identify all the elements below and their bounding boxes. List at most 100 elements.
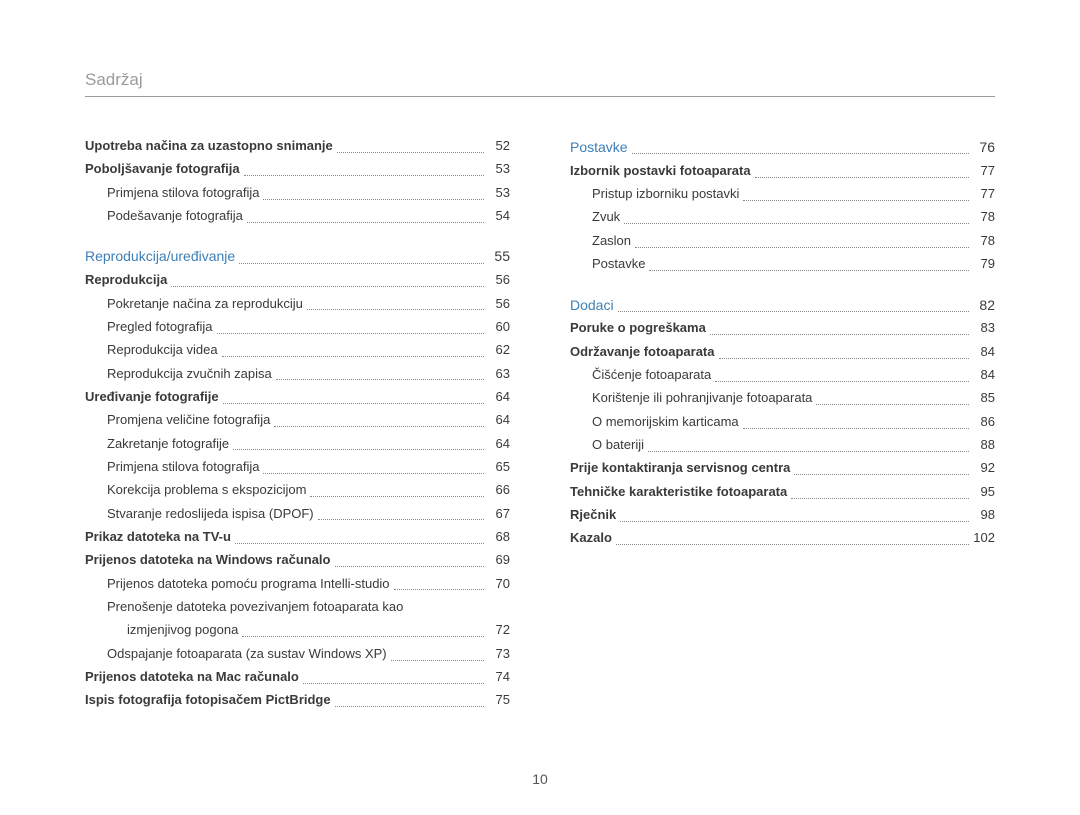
toc-leader	[263, 473, 484, 474]
toc-entry: Kazalo 102	[570, 529, 995, 548]
toc-leader	[310, 496, 484, 497]
toc-entry-page: 53	[488, 160, 510, 179]
toc-entry: Čišćenje fotoaparata84	[592, 366, 995, 385]
toc-entry-page: 88	[973, 436, 995, 455]
toc-section: Reprodukcija/uređivanje55	[85, 246, 510, 266]
toc-entry-label: Izbornik postavki fotoaparata	[570, 162, 751, 181]
toc-entry-label: Pokretanje načina za reprodukciju	[107, 295, 303, 314]
toc-entry-page: 76	[973, 137, 995, 157]
toc-leader	[719, 358, 970, 359]
toc-entry-label: Dodaci	[570, 295, 614, 315]
toc-entry-label: Prikaz datoteka na TV-u	[85, 528, 231, 547]
toc-leader	[816, 404, 969, 405]
toc-entry-label: Prijenos datoteka na Mac računalo	[85, 668, 299, 687]
toc-entry: Uređivanje fotografije64	[85, 388, 510, 407]
toc-entry-page: 56	[488, 271, 510, 290]
toc-entry: Stvaranje redoslijeda ispisa (DPOF) 67	[107, 505, 510, 524]
toc-entry-label: Pristup izborniku postavki	[592, 185, 739, 204]
toc-entry-label: Uređivanje fotografije	[85, 388, 219, 407]
toc-leader	[217, 333, 484, 334]
toc-leader	[620, 521, 969, 522]
toc-entry: Primjena stilova fotografija53	[107, 184, 510, 203]
toc-spacer	[85, 230, 510, 246]
toc-entry: Tehničke karakteristike fotoaparata95	[570, 483, 995, 502]
toc-entry-page: 66	[488, 481, 510, 500]
toc-leader	[710, 334, 969, 335]
toc-entry-page: 73	[488, 645, 510, 664]
toc-entry: izmjenjivog pogona 72	[127, 621, 510, 640]
toc-entry: Korištenje ili pohranjivanje fotoaparata…	[592, 389, 995, 408]
toc-leader	[335, 706, 484, 707]
toc-entry: Prije kontaktiranja servisnog centra 92	[570, 459, 995, 478]
toc-entry-page: 77	[973, 162, 995, 181]
toc-entry-page: 65	[488, 458, 510, 477]
toc-entry: Ispis fotografija fotopisačem PictBridge…	[85, 691, 510, 710]
toc-entry-label: Upotreba načina za uzastopno snimanje	[85, 137, 333, 156]
toc-entry-label: Prijenos datoteka na Windows računalo	[85, 551, 331, 570]
toc-entry-label: O bateriji	[592, 436, 644, 455]
toc-entry-label: Stvaranje redoslijeda ispisa (DPOF)	[107, 505, 314, 524]
toc-entry: Održavanje fotoaparata84	[570, 343, 995, 362]
page-header: Sadržaj	[85, 70, 995, 97]
toc-leader	[223, 403, 484, 404]
toc-entry-label: Poruke o pogreškama	[570, 319, 706, 338]
toc-entry-page: 70	[488, 575, 510, 594]
toc-entry: Zvuk78	[592, 208, 995, 227]
toc-entry-label: Kazalo	[570, 529, 612, 548]
toc-entry-label: Postavke	[570, 137, 628, 157]
toc-spacer	[570, 279, 995, 295]
toc-leader	[794, 474, 969, 475]
toc-leader	[222, 356, 484, 357]
toc-section: Dodaci82	[570, 295, 995, 315]
toc-entry-page: 63	[488, 365, 510, 384]
toc-entry-label: izmjenjivog pogona	[127, 621, 238, 640]
page-number: 10	[0, 771, 1080, 787]
toc-leader	[263, 199, 484, 200]
toc-leader	[335, 566, 485, 567]
toc-entry: Rječnik98	[570, 506, 995, 525]
toc-entry-page: 102	[973, 529, 995, 548]
toc-leader	[618, 311, 969, 312]
toc-entry-label: Prije kontaktiranja servisnog centra	[570, 459, 790, 478]
toc-section: Postavke 76	[570, 137, 995, 157]
toc-leader	[239, 263, 484, 264]
toc-entry-page: 64	[488, 411, 510, 430]
toc-entry-label: O memorijskim karticama	[592, 413, 739, 432]
toc-entry-page: 72	[488, 621, 510, 640]
toc-leader	[303, 683, 484, 684]
toc-entry-page: 68	[488, 528, 510, 547]
toc-leader	[337, 152, 484, 153]
toc-entry: Podešavanje fotografija54	[107, 207, 510, 226]
toc-entry-page: 92	[973, 459, 995, 478]
toc-entry: Zakretanje fotografije64	[107, 435, 510, 454]
toc-entry-page: 84	[973, 343, 995, 362]
toc-entry: Korekcija problema s ekspozicijom66	[107, 481, 510, 500]
toc-entry-label: Reprodukcija zvučnih zapisa	[107, 365, 272, 384]
toc-entry-page: 79	[973, 255, 995, 274]
toc-entry: Reprodukcija videa62	[107, 341, 510, 360]
toc-entry-label: Rječnik	[570, 506, 616, 525]
toc-entry-page: 67	[488, 505, 510, 524]
toc-entry-label: Odspajanje fotoaparata (za sustav Window…	[107, 645, 387, 664]
toc-entry-page: 86	[973, 413, 995, 432]
toc-leader	[307, 309, 484, 310]
toc-entry: Prikaz datoteka na TV-u 68	[85, 528, 510, 547]
toc-entry-page: 83	[973, 319, 995, 338]
toc-entry-page: 78	[973, 208, 995, 227]
page: Sadržaj Upotreba načina za uzastopno sni…	[0, 0, 1080, 815]
toc-entry-page: 56	[488, 295, 510, 314]
toc-entry-label: Primjena stilova fotografija	[107, 458, 259, 477]
toc-leader	[242, 636, 484, 637]
toc-leader	[635, 247, 969, 248]
toc-leader	[624, 223, 969, 224]
toc-leader	[648, 451, 969, 452]
toc-leader	[649, 270, 969, 271]
toc-entry: Prijenos datoteka na Windows računalo69	[85, 551, 510, 570]
toc-entry: Poruke o pogreškama 83	[570, 319, 995, 338]
toc-entry-page: 60	[488, 318, 510, 337]
toc-leader	[632, 153, 969, 154]
toc-entry-label: Podešavanje fotografija	[107, 207, 243, 226]
toc-entry: O bateriji 88	[592, 436, 995, 455]
toc-columns: Upotreba načina za uzastopno snimanje52P…	[85, 137, 995, 715]
toc-leader	[616, 544, 969, 545]
